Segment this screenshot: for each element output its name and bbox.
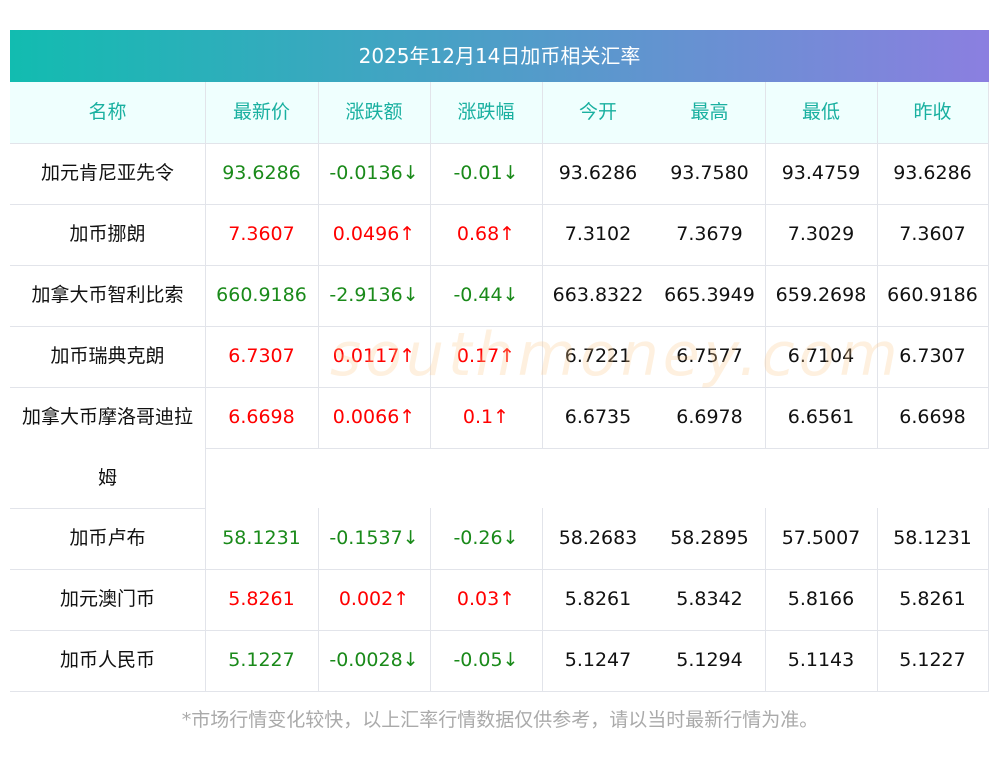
- grid-line: [765, 82, 766, 448]
- cell-open: 7.3102: [564, 223, 632, 245]
- header-latest: 最新价: [232, 101, 290, 123]
- cell-prev: 7.3607: [899, 223, 966, 245]
- currency-name: 加元澳门币: [59, 588, 155, 610]
- cell-low: 6.6561: [787, 406, 855, 428]
- header-pct: 涨跌幅: [457, 101, 515, 123]
- cell-open: 5.1247: [564, 649, 632, 671]
- cell-prev: 660.9186: [887, 284, 978, 306]
- cell-change: -0.0136↓: [329, 162, 419, 184]
- cell-latest: 93.6286: [222, 162, 301, 184]
- currency-name: 加元肯尼亚先令: [40, 162, 174, 184]
- currency-name: 加币卢布: [69, 527, 146, 549]
- cell-low: 5.1143: [787, 649, 855, 671]
- cell-pct: -0.05↓: [453, 649, 519, 671]
- grid-line: [10, 508, 205, 509]
- cell-prev: 6.7307: [899, 345, 966, 367]
- table-header: [10, 82, 989, 143]
- grid-line: [205, 448, 989, 449]
- cell-open: 6.6735: [564, 406, 632, 428]
- grid-line: [10, 387, 989, 388]
- cell-change: 0.0117↑: [332, 345, 416, 367]
- grid-line: [10, 630, 989, 631]
- grid-line: [10, 326, 989, 327]
- grid-line: [765, 508, 766, 691]
- grid-line: [318, 508, 319, 691]
- cell-pct: 0.1↑: [462, 406, 510, 428]
- cell-latest: 5.8261: [228, 588, 295, 610]
- cell-high: 5.1294: [676, 649, 743, 671]
- cell-open: 93.6286: [558, 162, 638, 184]
- currency-name: 加币人民币: [59, 649, 155, 671]
- cell-high: 665.3949: [664, 284, 755, 306]
- cell-prev: 5.1227: [899, 649, 966, 671]
- cell-high: 93.7580: [670, 162, 749, 184]
- cell-pct: 0.68↑: [456, 223, 516, 245]
- cell-pct: 0.17↑: [456, 345, 516, 367]
- cell-change: 0.0496↑: [332, 223, 416, 245]
- currency-name: 加币挪朗: [69, 223, 146, 245]
- cell-high: 7.3679: [676, 223, 743, 245]
- cell-high: 5.8342: [676, 588, 743, 610]
- cell-latest: 6.6698: [228, 406, 295, 428]
- grid-line: [988, 508, 989, 691]
- cell-change: -0.1537↓: [329, 527, 419, 549]
- grid-line: [430, 82, 431, 448]
- cell-low: 659.2698: [775, 284, 867, 306]
- cell-prev: 5.8261: [899, 588, 966, 610]
- grid-line: [877, 82, 878, 448]
- grid-line: [10, 691, 989, 692]
- cell-latest: 58.1231: [222, 527, 301, 549]
- grid-line: [205, 82, 206, 691]
- cell-open: 58.2683: [558, 527, 638, 549]
- currency-name: 加币瑞典克朗: [50, 345, 165, 367]
- grid-line: [542, 82, 543, 448]
- cell-latest: 5.1227: [228, 649, 295, 671]
- grid-line: [430, 508, 431, 691]
- cell-pct: 0.03↑: [456, 588, 516, 610]
- cell-change: 0.002↑: [338, 588, 410, 610]
- currency-name: 加拿大币摩洛哥迪拉姆: [21, 406, 193, 489]
- disclaimer-note: *市场行情变化较快，以上汇率行情数据仅供参考，请以当时最新行情为准。: [181, 709, 819, 731]
- cell-low: 5.8166: [787, 588, 855, 610]
- cell-low: 93.4759: [781, 162, 861, 184]
- cell-open: 6.7221: [564, 345, 632, 367]
- currency-name: 加拿大币智利比索: [31, 284, 184, 306]
- table-title: 2025年12月14日加币相关汇率: [10, 30, 989, 82]
- grid-line: [10, 569, 989, 570]
- header-high: 最高: [690, 101, 729, 123]
- cell-high: 58.2895: [670, 527, 749, 549]
- header-change: 涨跌额: [345, 101, 403, 123]
- cell-latest: 660.9186: [216, 284, 307, 306]
- cell-pct: -0.26↓: [453, 527, 519, 549]
- cell-open: 5.8261: [564, 588, 632, 610]
- cell-pct: -0.01↓: [453, 162, 519, 184]
- grid-line: [318, 82, 319, 448]
- grid-line: [542, 508, 543, 691]
- cell-high: 6.6978: [676, 406, 743, 428]
- cell-prev: 58.1231: [893, 527, 972, 549]
- cell-change: 0.0066↑: [332, 406, 416, 428]
- grid-line: [877, 508, 878, 691]
- cell-change: -2.9136↓: [329, 284, 419, 306]
- cell-latest: 7.3607: [228, 223, 295, 245]
- grid-line: [10, 265, 989, 266]
- cell-open: 663.8322: [552, 284, 644, 306]
- cell-prev: 93.6286: [893, 162, 972, 184]
- cell-change: -0.0028↓: [329, 649, 419, 671]
- cell-low: 6.7104: [787, 345, 855, 367]
- cell-low: 7.3029: [787, 223, 855, 245]
- cell-pct: -0.44↓: [453, 284, 519, 306]
- header-open: 今开: [578, 101, 617, 123]
- cell-low: 57.5007: [781, 527, 861, 549]
- grid-line: [988, 82, 989, 448]
- cell-prev: 6.6698: [899, 406, 966, 428]
- header-prev: 昨收: [913, 101, 952, 123]
- grid-line: [10, 143, 989, 144]
- grid-line: [10, 204, 989, 205]
- cell-high: 6.7577: [676, 345, 743, 367]
- header-name: 名称: [88, 101, 127, 123]
- cell-latest: 6.7307: [228, 345, 295, 367]
- header-low: 最低: [801, 101, 840, 123]
